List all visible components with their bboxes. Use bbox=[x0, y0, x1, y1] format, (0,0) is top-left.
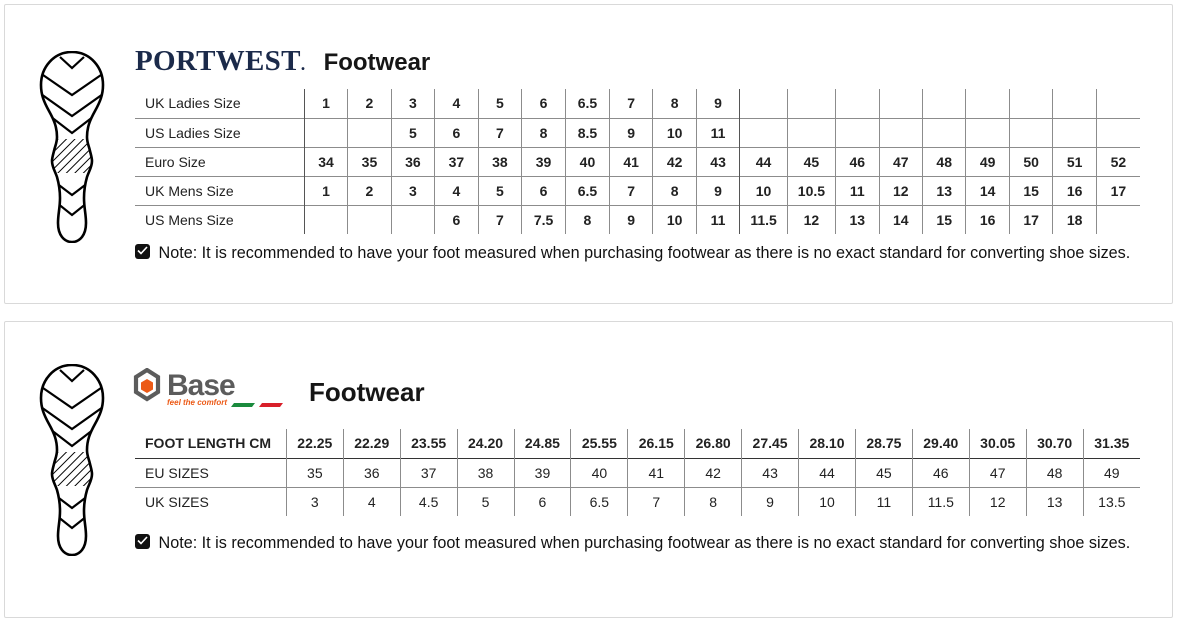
svg-text:feel the comfort: feel the comfort bbox=[167, 398, 227, 407]
